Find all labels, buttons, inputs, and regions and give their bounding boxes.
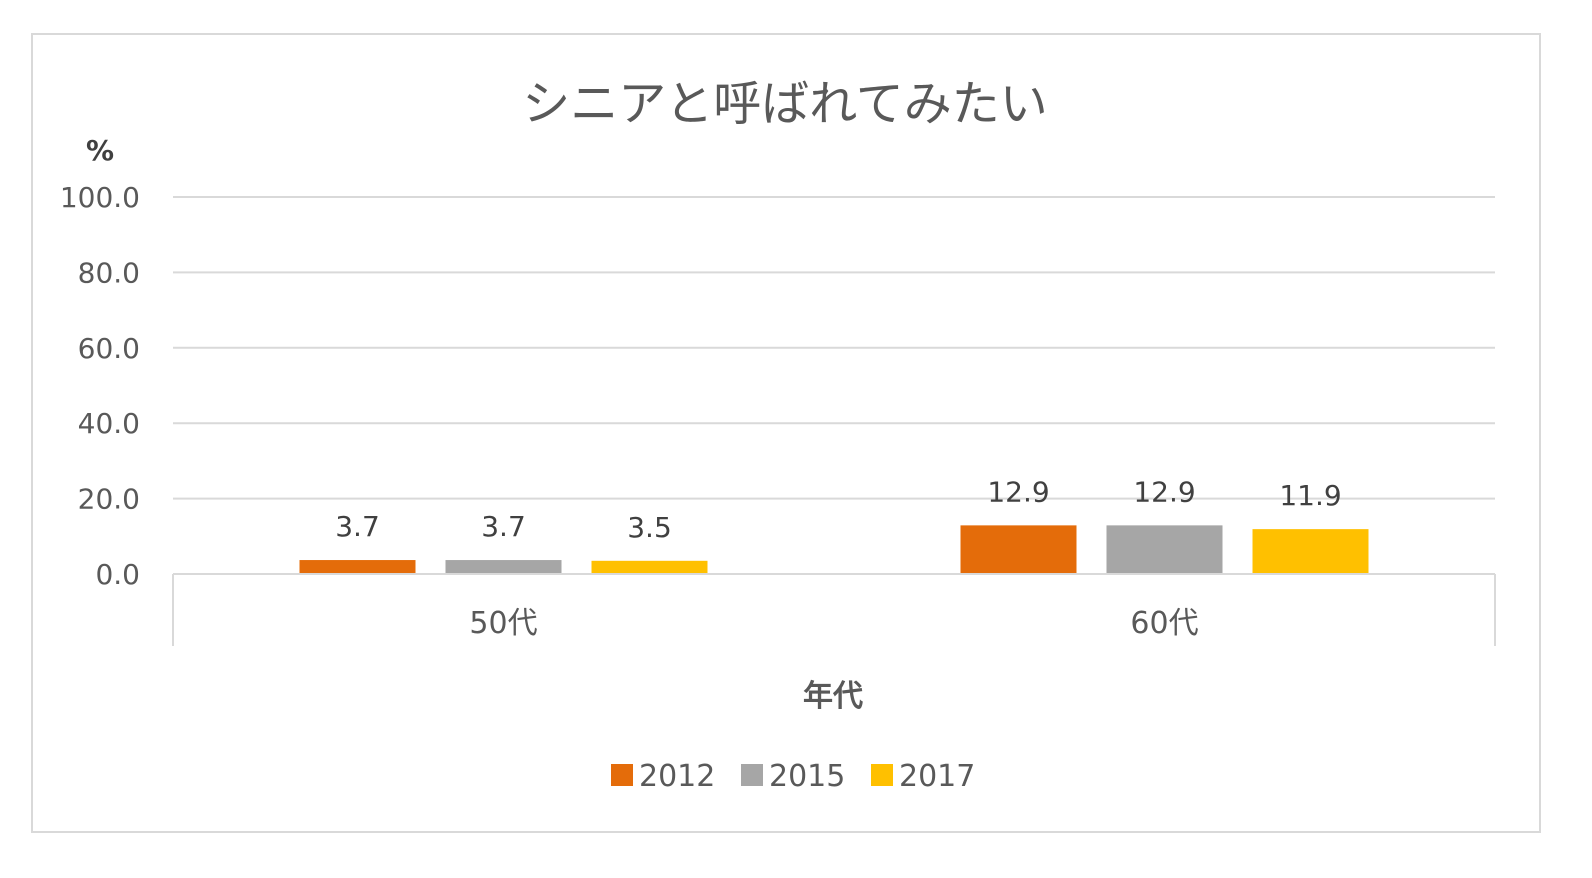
y-tick-label: 0.0 bbox=[95, 558, 140, 591]
legend-swatch-2017 bbox=[871, 764, 893, 786]
legend-label: 2012 bbox=[639, 759, 715, 794]
legend-label: 2015 bbox=[769, 759, 845, 794]
chart-title: シニアと呼ばれてみたい bbox=[522, 76, 1048, 132]
y-tick-label: 100.0 bbox=[60, 181, 140, 214]
bar-2015-1 bbox=[1106, 525, 1223, 574]
data-label: 12.9 bbox=[987, 475, 1049, 508]
y-axis-unit: % bbox=[86, 134, 114, 167]
legend-swatch-2015 bbox=[741, 764, 763, 786]
bar-2015-0 bbox=[445, 560, 562, 574]
bar-2012-0 bbox=[299, 560, 416, 574]
data-label: 3.7 bbox=[335, 510, 380, 543]
bar-2017-0 bbox=[591, 560, 708, 574]
chart-frame bbox=[31, 33, 1541, 833]
data-label: 3.5 bbox=[627, 511, 672, 544]
legend-swatch-2012 bbox=[611, 764, 633, 786]
data-label: 12.9 bbox=[1133, 475, 1195, 508]
y-tick-label: 40.0 bbox=[78, 407, 140, 440]
x-axis-categories: 50代 60代 bbox=[469, 606, 1198, 641]
legend: 2012 2015 2017 bbox=[611, 759, 975, 794]
data-label: 3.7 bbox=[481, 510, 526, 543]
y-tick-label: 60.0 bbox=[78, 332, 140, 365]
bars bbox=[299, 525, 1369, 574]
x-category-label: 60代 bbox=[1130, 606, 1198, 641]
data-label: 11.9 bbox=[1279, 479, 1341, 512]
x-axis bbox=[172, 573, 1496, 646]
x-axis-title: 年代 bbox=[803, 679, 863, 714]
gridlines bbox=[173, 196, 1495, 500]
y-tick-label: 20.0 bbox=[78, 483, 140, 516]
bar-2012-1 bbox=[960, 525, 1077, 574]
x-category-label: 50代 bbox=[469, 606, 537, 641]
data-labels: 3.7 3.7 3.5 12.9 12.9 11.9 bbox=[335, 475, 1341, 543]
y-tick-label: 80.0 bbox=[78, 256, 140, 289]
y-axis-ticks: 0.0 20.0 40.0 60.0 80.0 100.0 bbox=[60, 181, 140, 591]
bar-2017-1 bbox=[1252, 529, 1369, 574]
legend-label: 2017 bbox=[899, 759, 975, 794]
